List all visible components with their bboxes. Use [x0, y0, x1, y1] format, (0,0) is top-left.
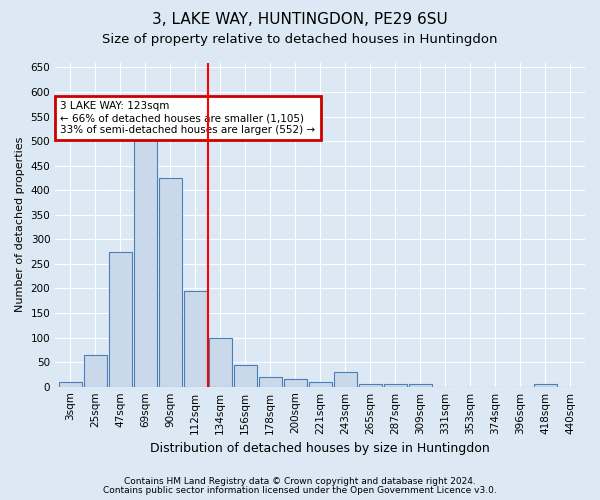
Text: Contains public sector information licensed under the Open Government Licence v3: Contains public sector information licen… — [103, 486, 497, 495]
Bar — [184, 291, 206, 386]
Bar — [209, 338, 232, 386]
Bar — [334, 372, 356, 386]
Bar — [284, 380, 307, 386]
Bar — [134, 136, 157, 386]
X-axis label: Distribution of detached houses by size in Huntingdon: Distribution of detached houses by size … — [150, 442, 490, 455]
Bar — [59, 382, 82, 386]
Y-axis label: Number of detached properties: Number of detached properties — [15, 137, 25, 312]
Bar — [259, 377, 281, 386]
Bar — [83, 355, 107, 386]
Bar — [233, 364, 257, 386]
Bar — [158, 178, 182, 386]
Bar — [109, 252, 131, 386]
Bar — [533, 384, 557, 386]
Bar — [308, 382, 332, 386]
Text: Contains HM Land Registry data © Crown copyright and database right 2024.: Contains HM Land Registry data © Crown c… — [124, 477, 476, 486]
Text: 3, LAKE WAY, HUNTINGDON, PE29 6SU: 3, LAKE WAY, HUNTINGDON, PE29 6SU — [152, 12, 448, 28]
Text: Size of property relative to detached houses in Huntingdon: Size of property relative to detached ho… — [102, 32, 498, 46]
Text: 3 LAKE WAY: 123sqm
← 66% of detached houses are smaller (1,105)
33% of semi-deta: 3 LAKE WAY: 123sqm ← 66% of detached hou… — [61, 102, 316, 134]
Bar — [409, 384, 431, 386]
Bar — [359, 384, 382, 386]
Bar — [383, 384, 407, 386]
